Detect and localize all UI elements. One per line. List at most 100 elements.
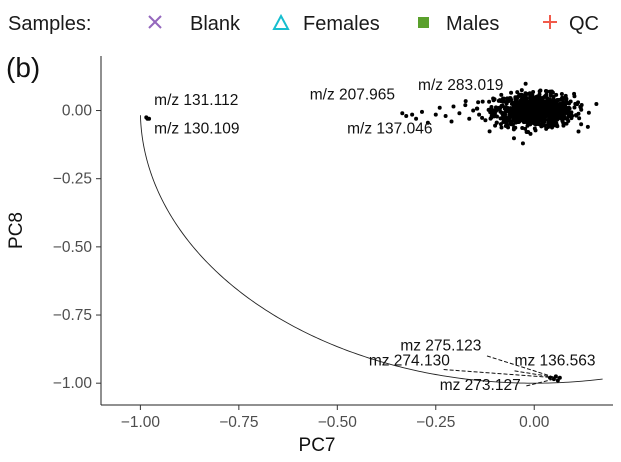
legend-square-icon [418,17,429,28]
point-annotation: m/z 207.965 [310,87,395,104]
data-point [546,109,551,114]
data-point [553,117,558,122]
data-point [501,99,506,104]
data-point [547,375,552,380]
point-annotation: m/z 137.046 [347,121,432,138]
point-annotation: mz 274.130 [369,352,450,369]
data-point [576,129,581,134]
data-point [560,117,565,122]
data-point [451,104,456,109]
data-point [494,114,499,119]
data-point [540,96,545,101]
data-point [561,123,566,128]
data-point [528,94,533,99]
data-point [544,89,549,94]
data-point [507,96,512,101]
data-point [559,91,564,96]
x-tick-label: −0.75 [219,414,258,431]
data-point [463,103,468,108]
data-point [568,99,573,104]
data-point [564,121,569,126]
data-point [534,97,539,102]
data-point [531,104,536,109]
data-point [507,116,512,121]
data-point [467,116,472,121]
legend-label-males: Males [446,13,499,35]
data-point [522,106,527,111]
data-point [572,91,577,96]
legend-cross-icon [148,15,162,29]
y-axis-title: PC8 [6,212,27,249]
y-tick-label: −0.50 [53,239,93,256]
point-annotation: mz 136.563 [515,352,596,369]
data-point [538,99,543,104]
y-tick-label: −0.75 [53,307,92,324]
data-point [414,116,419,121]
data-point [566,108,571,113]
data-point [532,121,537,126]
y-tick-label: −0.25 [53,171,92,188]
data-point [538,88,543,93]
data-point [528,131,533,136]
data-point [499,125,504,130]
data-point [511,101,516,106]
data-point [522,110,527,115]
point-annotation: mz 275.123 [400,337,481,354]
data-point [538,105,543,110]
data-point [585,124,590,129]
data-point [477,112,482,117]
data-point [544,126,549,131]
data-point [572,105,577,110]
data-point [425,120,430,125]
data-point [443,113,448,118]
data-point [516,119,521,124]
data-point [526,105,531,110]
data-point [489,113,494,118]
data-point [474,106,479,111]
data-point [533,128,538,133]
data-point [500,103,505,108]
legend-triangle-icon [272,13,290,30]
y-tick-label: −1.00 [53,375,93,392]
data-point [522,101,527,106]
data-point [557,106,562,111]
data-point [566,114,571,119]
data-point [515,95,520,100]
data-point [594,102,599,107]
data-point [536,111,541,116]
legend-item-blank: Blank [148,13,241,35]
data-point [586,110,591,115]
data-point [410,112,415,117]
data-point [563,93,568,98]
data-point [574,113,579,118]
data-point [552,99,557,104]
data-point [524,115,529,120]
point-annotation: m/z 283.019 [418,77,503,94]
data-point [539,124,544,129]
data-point [546,97,551,102]
legend: Samples: Blank Females Males QC [8,13,599,35]
leader-line [486,355,557,379]
data-point [504,100,509,105]
data-point [548,121,553,126]
data-point [498,122,503,127]
data-point [576,100,581,105]
x-tick-label: −1.00 [121,414,161,431]
data-point [529,112,534,117]
correlation-circle-arc [139,115,603,384]
data-point [551,110,556,115]
x-tick-label: 0.00 [519,414,550,431]
data-point [509,90,514,95]
data-point [404,113,409,118]
data-point [518,92,523,97]
data-point [457,111,462,116]
legend-title: Samples: [8,13,91,35]
data-point [513,125,518,130]
data-point [535,116,540,121]
data-point [523,126,528,131]
data-point [493,123,498,128]
panel-label: (b) [6,52,40,83]
data-point [503,124,508,129]
data-point [531,90,536,95]
